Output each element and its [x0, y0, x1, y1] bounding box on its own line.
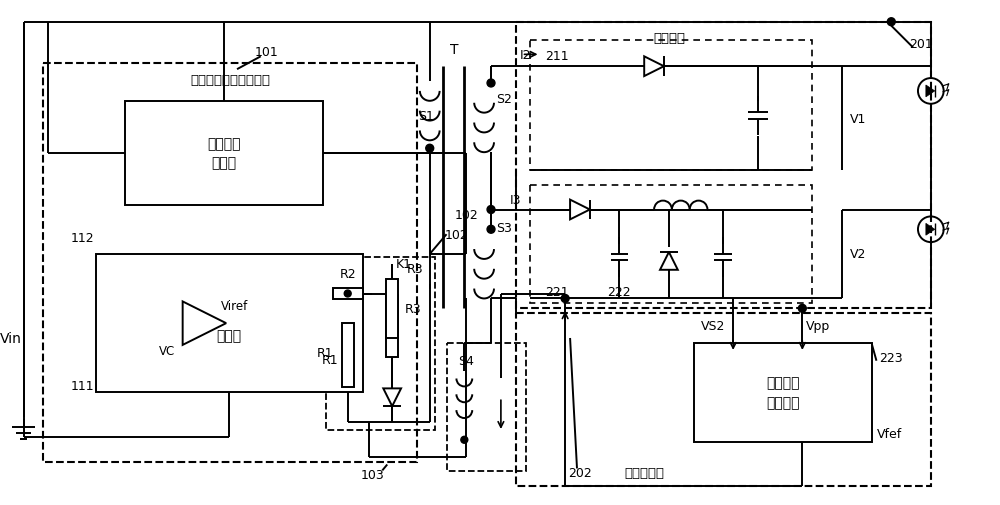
Bar: [530, 40, 812, 171]
Text: R1: R1: [317, 346, 334, 360]
Bar: [516, 314, 931, 486]
Text: R3: R3: [407, 263, 424, 276]
Bar: [386, 295, 398, 357]
Text: 制子单元: 制子单元: [766, 395, 799, 410]
Text: 102: 102: [445, 228, 468, 241]
Bar: [333, 288, 363, 300]
Polygon shape: [926, 86, 935, 97]
Text: 功率单元: 功率单元: [653, 32, 685, 45]
Polygon shape: [570, 200, 590, 220]
Text: 202: 202: [568, 466, 592, 479]
Text: S2: S2: [496, 93, 512, 106]
Circle shape: [487, 226, 495, 234]
Text: I3: I3: [510, 194, 521, 207]
Text: 驱动控制: 驱动控制: [207, 136, 241, 150]
Text: Vpp: Vpp: [806, 319, 831, 332]
Text: 子单元: 子单元: [212, 156, 237, 170]
Text: 102: 102: [454, 209, 478, 222]
Circle shape: [887, 19, 895, 27]
Text: 201: 201: [909, 38, 933, 51]
Text: 103: 103: [361, 468, 384, 481]
Text: 211: 211: [545, 49, 569, 63]
Bar: [516, 23, 931, 309]
Circle shape: [561, 295, 569, 303]
Bar: [694, 343, 872, 442]
Circle shape: [344, 290, 351, 297]
Text: V2: V2: [850, 248, 866, 261]
Text: V1: V1: [850, 112, 866, 125]
Text: R3: R3: [405, 302, 422, 315]
Text: 223: 223: [879, 351, 903, 365]
Text: I2: I2: [520, 49, 531, 62]
Text: K1: K1: [396, 258, 412, 271]
Circle shape: [798, 305, 806, 313]
Polygon shape: [183, 302, 226, 345]
Text: Vfef: Vfef: [876, 428, 902, 440]
Circle shape: [487, 80, 495, 88]
Text: 222: 222: [607, 285, 630, 298]
Text: −: −: [191, 326, 202, 340]
Text: Vin: Vin: [0, 331, 22, 345]
Bar: [96, 255, 363, 392]
Polygon shape: [660, 252, 678, 270]
Text: VS2: VS2: [701, 319, 725, 332]
Bar: [43, 64, 417, 462]
Polygon shape: [383, 389, 401, 407]
Bar: [447, 343, 526, 472]
Text: VC: VC: [159, 344, 175, 358]
Text: T: T: [450, 43, 459, 57]
Text: Viref: Viref: [220, 299, 248, 312]
Text: S3: S3: [496, 221, 512, 234]
Text: S4: S4: [458, 355, 474, 368]
Text: 112: 112: [71, 231, 95, 244]
Bar: [386, 279, 398, 338]
Circle shape: [487, 206, 495, 214]
Bar: [125, 102, 323, 205]
Bar: [326, 258, 435, 430]
Bar: [530, 185, 812, 304]
Text: 原边电流驱动控制单元: 原边电流驱动控制单元: [190, 73, 270, 86]
Text: +: +: [191, 307, 202, 321]
Text: R2: R2: [339, 268, 356, 281]
Circle shape: [461, 436, 468, 443]
Polygon shape: [644, 57, 664, 77]
Circle shape: [426, 145, 434, 153]
Text: 去纹波单元: 去纹波单元: [624, 466, 664, 479]
Bar: [342, 324, 354, 388]
Text: R1: R1: [322, 354, 338, 367]
Text: 101: 101: [255, 46, 279, 59]
Text: S1: S1: [418, 110, 434, 123]
Text: 电压环控: 电压环控: [766, 376, 799, 390]
Text: 电流环: 电流环: [217, 328, 242, 342]
Text: 221: 221: [545, 285, 569, 298]
Polygon shape: [926, 224, 935, 236]
Text: 111: 111: [71, 379, 95, 392]
